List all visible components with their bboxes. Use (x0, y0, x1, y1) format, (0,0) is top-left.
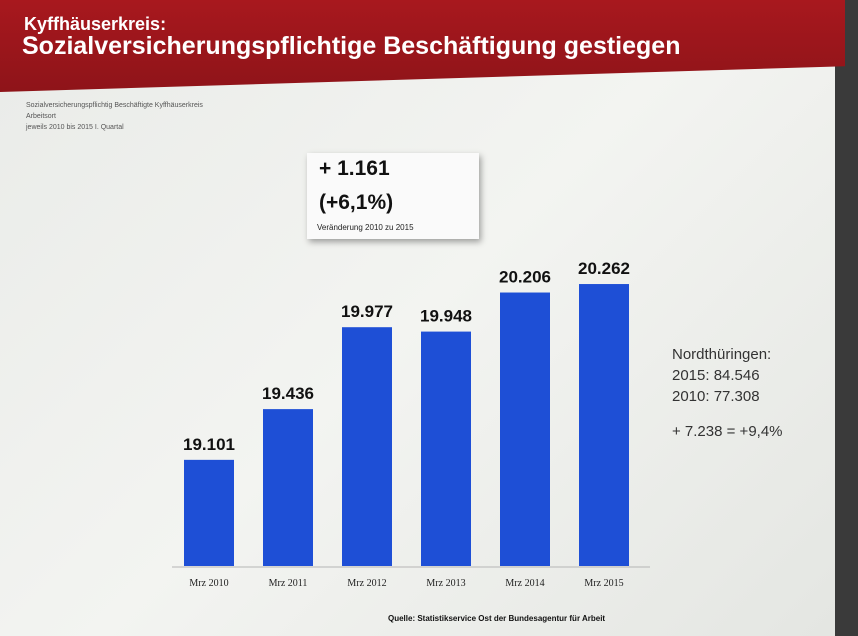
change-callout: + 1.161 (+6,1%) Veränderung 2010 zu 2015 (307, 153, 479, 239)
bar-value-label: 19.948 (420, 307, 472, 326)
x-tick-label: Mrz 2015 (584, 578, 623, 589)
meta-line: Sozialversicherungspflichtig Beschäftigt… (26, 102, 203, 109)
callout-abs: + 1.161 (319, 157, 390, 180)
x-tick-label: Mrz 2014 (505, 578, 544, 589)
bar (184, 459, 234, 566)
x-tick-label: Mrz 2011 (269, 578, 308, 589)
meta-line: Arbeitsort (26, 113, 56, 120)
bar (342, 327, 392, 566)
bar-value-label: 19.101 (183, 435, 235, 454)
callout-label: Veränderung 2010 zu 2015 (317, 223, 414, 232)
x-tick-label: Mrz 2012 (347, 578, 386, 589)
callout-pct: (+6,1%) (319, 191, 394, 214)
x-tick-label: Mrz 2010 (189, 578, 228, 589)
header-title: Sozialversicherungspflichtige Beschäftig… (22, 32, 681, 60)
source-note: Quelle: Statistikservice Ost der Bundesa… (388, 614, 606, 623)
region-2015: 2015: 84.546 (672, 367, 760, 384)
meta-line: jeweils 2010 bis 2015 I. Quartal (26, 124, 124, 131)
bar-value-label: 20.206 (499, 268, 551, 287)
x-tick-label: Mrz 2013 (426, 578, 465, 589)
bar (421, 331, 471, 566)
bar-value-label: 19.436 (262, 384, 314, 403)
bar (263, 409, 313, 566)
header-subtitle: Kyffhäuserkreis: (24, 14, 167, 34)
region-2010: 2010: 77.308 (672, 388, 760, 405)
region-change: + 7.238 = +9,4% (672, 423, 783, 440)
bar (579, 284, 629, 566)
bar-value-label: 20.262 (578, 259, 630, 278)
region-summary: Nordthüringen: 2015: 84.546 2010: 77.308… (672, 344, 783, 442)
bar (500, 292, 550, 566)
chart-meta: Sozialversicherungspflichtig Beschäftigt… (26, 100, 203, 133)
bar-value-label: 19.977 (341, 302, 393, 321)
region-title: Nordthüringen: (672, 346, 772, 363)
